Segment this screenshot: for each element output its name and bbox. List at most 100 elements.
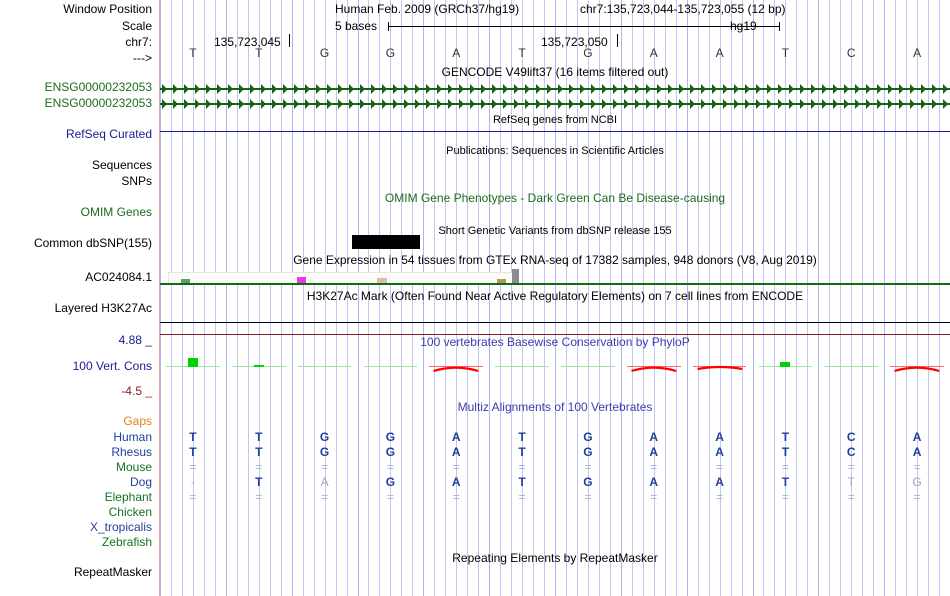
strand-arrow-icon: [239, 99, 244, 109]
gridline: [215, 0, 216, 596]
strand-arrow-icon: [690, 99, 695, 109]
gtex-tissue-bar: [297, 277, 306, 283]
strand-arrow-icon: [206, 84, 211, 94]
gridline: [654, 0, 655, 596]
gridline: [851, 0, 852, 596]
multiz-base: =: [189, 490, 197, 504]
sequence-base: A: [649, 46, 658, 60]
strand-arrow-icon: [580, 99, 585, 109]
gridline: [478, 0, 479, 596]
strand-arrow-icon: [635, 99, 640, 109]
sidebar-item-dog[interactable]: Dog: [129, 475, 152, 489]
ruler-tick-left-label: 135,723,045: [214, 35, 281, 49]
db-text: hg19: [730, 19, 757, 33]
strand-arrow-icon: [305, 84, 310, 94]
strand-arrow-icon: [481, 84, 486, 94]
sidebar-item-repeatmasker[interactable]: RepeatMasker: [73, 565, 152, 579]
strand-arrow-icon: [855, 84, 860, 94]
strand-arrow-icon: [943, 99, 948, 109]
gridline: [193, 0, 194, 596]
gridline: [500, 0, 501, 596]
strand-arrow-icon: [272, 84, 277, 94]
sidebar-item-common-dbsnp[interactable]: Common dbSNP(155): [33, 236, 152, 250]
sidebar-item-refseq-curated[interactable]: RefSeq Curated: [65, 127, 152, 141]
h3k27ac-top-border: [160, 322, 950, 323]
gridline: [610, 0, 611, 596]
gencode-transcript-row-2[interactable]: [160, 99, 950, 109]
sidebar-item-mouse[interactable]: Mouse: [115, 460, 152, 474]
strand-arrow-icon: [602, 99, 607, 109]
strand-arrow-icon: [525, 99, 530, 109]
strand-arrow-icon: [558, 99, 563, 109]
gencode-transcript-row-1[interactable]: [160, 84, 950, 94]
strand-arrow-icon: [591, 84, 596, 94]
sidebar-item-zebrafish[interactable]: Zebrafish: [101, 535, 152, 549]
multiz-base: A: [649, 445, 659, 459]
conservation-positive-bar: [187, 357, 198, 367]
strand-arrow-icon: [767, 99, 772, 109]
strand-arrow-icon: [844, 84, 849, 94]
strand-arrow-icon: [657, 84, 662, 94]
conservation-baseline: [561, 366, 615, 367]
multiz-track-title: Multiz Alignments of 100 Vertebrates: [457, 400, 653, 414]
strand-arrow-icon: [899, 84, 904, 94]
strand-arrow-icon: [184, 84, 189, 94]
scale-bar-left-cap: [388, 22, 389, 31]
gridline: [928, 0, 929, 596]
gridline: [544, 0, 545, 596]
sidebar-item-sequences[interactable]: Sequences: [91, 158, 152, 172]
sidebar-item-omim-genes[interactable]: OMIM Genes: [80, 205, 152, 219]
strand-arrow-icon: [426, 99, 431, 109]
strand-arrow-icon: [415, 84, 420, 94]
strand-arrow-icon: [811, 84, 816, 94]
gridline: [182, 0, 183, 596]
gridline: [555, 0, 556, 596]
sidebar-item-gtex-gene[interactable]: AC024084.1: [85, 270, 152, 284]
multiz-base: G: [912, 475, 922, 489]
multiz-base: T: [189, 430, 197, 444]
strand-arrow-icon: [734, 99, 739, 109]
conservation-baseline: [363, 366, 418, 367]
strand-arrow-icon: [195, 84, 200, 94]
strand-arrow-icon: [767, 84, 772, 94]
gridline: [489, 0, 490, 596]
gridline: [303, 0, 304, 596]
sidebar-item-human[interactable]: Human: [113, 430, 152, 444]
gridline: [160, 0, 161, 596]
strand-arrow-icon: [558, 84, 563, 94]
strand-arrow-icon: [415, 99, 420, 109]
gridline: [226, 0, 227, 596]
sidebar-item-layered-h3k27ac[interactable]: Layered H3K27Ac: [54, 301, 152, 315]
coords-text: chr7:135,723,044-135,723,055 (12 bp): [580, 2, 786, 16]
sidebar-item-100-vert-cons[interactable]: 100 Vert. Cons: [72, 359, 152, 373]
gridline: [906, 0, 907, 596]
multiz-base: =: [847, 490, 855, 504]
sidebar-item-rhesus[interactable]: Rhesus: [111, 445, 152, 459]
strand-arrow-icon: [470, 99, 475, 109]
scale-label: Scale: [121, 19, 152, 33]
sidebar-item-chicken[interactable]: Chicken: [108, 505, 152, 519]
strand-arrow-icon: [921, 99, 926, 109]
strand-arrow-icon: [195, 99, 200, 109]
ruler-tick-left-mark: [289, 34, 290, 47]
sidebar-item-gencode-2[interactable]: ENSG00000232053: [44, 96, 152, 110]
strand-arrow-icon: [382, 99, 387, 109]
strand-arrow-icon: [492, 84, 497, 94]
gridline: [379, 0, 380, 596]
sidebar-item-snps[interactable]: SNPs: [121, 174, 152, 188]
gridline: [643, 0, 644, 596]
track-canvas[interactable]: Human Feb. 2009 (GRCh37/hg19) chr7:135,7…: [160, 0, 950, 596]
multiz-base: A: [912, 430, 922, 444]
dbsnp-variant-box[interactable]: [352, 235, 420, 249]
sidebar-item-gaps[interactable]: Gaps: [123, 414, 152, 428]
sidebar-item-elephant[interactable]: Elephant: [104, 490, 152, 504]
multiz-base: =: [518, 490, 526, 504]
sidebar-item-gencode-1[interactable]: ENSG00000232053: [44, 80, 152, 94]
strand-arrow-icon: [756, 99, 761, 109]
multiz-base: T: [781, 445, 790, 459]
gencode-intron-line: [160, 88, 950, 90]
strand-arrow-icon: [910, 99, 915, 109]
sidebar-item-x-tropicalis[interactable]: X_tropicalis: [89, 520, 152, 534]
strand-arrow-icon: [338, 99, 343, 109]
multiz-base: =: [452, 460, 460, 474]
